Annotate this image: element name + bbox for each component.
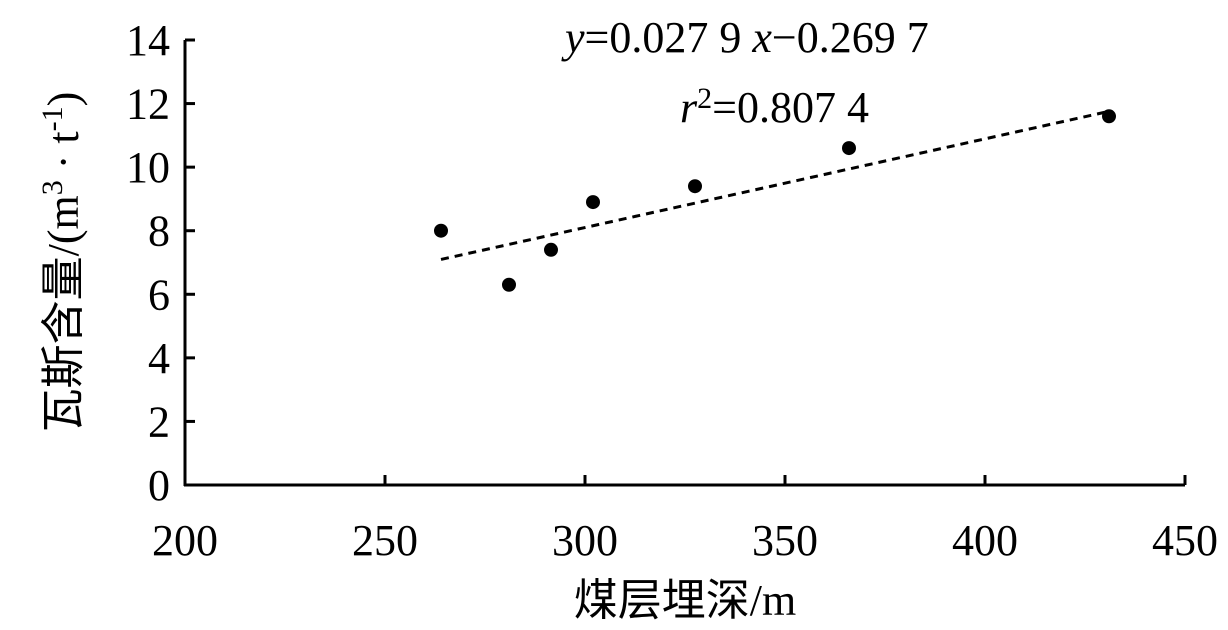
x-tick-label: 250 [352, 516, 418, 565]
r2-part: =0.807 4 [712, 83, 869, 132]
x-tick-label: 400 [952, 516, 1018, 565]
point [434, 223, 448, 238]
trend-line [440, 109, 1110, 261]
x-tick-label: 200 [152, 516, 218, 565]
equation: y=0.027 9 x−0.269 7 [561, 13, 929, 62]
y-axis-label: 瓦斯含量/(m3 · t-1) [36, 92, 88, 433]
y-label-part: · t [39, 131, 88, 180]
x-axis-label: 煤层埋深/m [574, 576, 796, 625]
point [502, 277, 516, 292]
x-tick-label: 450 [1152, 516, 1218, 565]
point [842, 141, 856, 156]
point [544, 242, 558, 257]
point [688, 179, 702, 194]
y-tick-label: 2 [148, 397, 170, 446]
x-tick-label: 350 [752, 516, 818, 565]
y-tick-label: 10 [126, 143, 170, 192]
x-tick-label: 300 [552, 516, 618, 565]
y-tick-label: 4 [148, 334, 170, 383]
y-tick-label: 12 [126, 80, 170, 129]
point [1102, 109, 1116, 124]
r2-part: r [680, 83, 698, 132]
eq-part: −0.269 7 [772, 13, 929, 62]
y-tick-label: 8 [148, 207, 170, 256]
y-label-sup: -1 [36, 106, 69, 131]
r2-sup: 2 [697, 82, 712, 115]
y-tick-label: 14 [126, 16, 170, 65]
y-label-part: 瓦斯含量/(m [39, 195, 88, 432]
eq-part: x [751, 13, 772, 62]
y-label-part: ) [39, 92, 88, 107]
point [586, 195, 600, 210]
eq-part: =0.027 9 [585, 13, 753, 62]
y-tick-label: 6 [148, 270, 170, 319]
y-tick-label: 0 [148, 461, 170, 510]
y-label-sup: 3 [36, 180, 69, 195]
eq-part: y [561, 13, 585, 62]
r-squared: r2=0.807 4 [680, 82, 869, 132]
